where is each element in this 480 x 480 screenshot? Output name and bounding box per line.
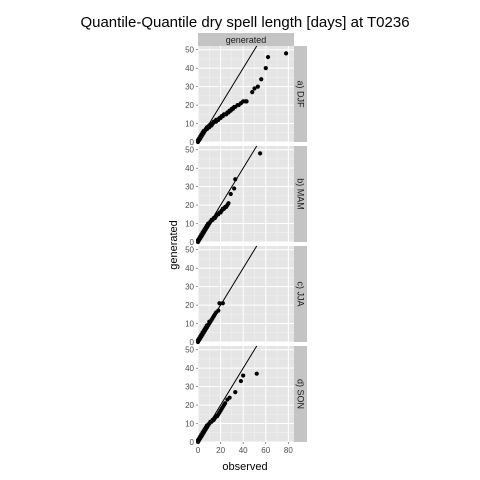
panel-background [198, 146, 294, 242]
y-tick-label: 40 [185, 64, 194, 73]
y-tick-label: 0 [190, 438, 195, 447]
data-point [252, 86, 257, 91]
panel-strip-label: a) DJF [296, 81, 306, 109]
x-tick-label: 80 [284, 446, 293, 455]
y-tick-label: 20 [185, 301, 194, 310]
chart-title: Quantile-Quantile dry spell length [days… [80, 14, 409, 31]
panel-4: 0 10 20 30 40 50 d) SON [185, 346, 307, 447]
data-point [216, 308, 221, 313]
data-point [232, 186, 237, 191]
data-point [244, 99, 249, 104]
y-axis-title: generated [168, 220, 180, 270]
y-tick-label: 30 [185, 183, 194, 192]
panel-2: 0 10 20 30 40 50 b) MAM [185, 146, 307, 247]
data-point [227, 395, 232, 400]
y-tick-label: 50 [185, 146, 194, 155]
y-tick-label: 10 [185, 220, 194, 229]
y-tick-label: 0 [190, 238, 195, 247]
x-tick-label: 0 [196, 446, 201, 455]
data-point [250, 90, 255, 95]
panel-strip [294, 46, 307, 142]
y-tick-label: 30 [185, 283, 194, 292]
panel-background [198, 46, 294, 142]
panel-strip [294, 346, 307, 442]
x-tick-label: 40 [239, 446, 248, 455]
panel-strip-label: c) JJA [296, 281, 306, 306]
y-tick-label: 40 [185, 164, 194, 173]
y-tick-label: 50 [185, 46, 194, 55]
panel-3: 0 10 20 30 40 50 c) JJA [185, 246, 307, 347]
data-point [226, 201, 231, 206]
data-point [228, 191, 233, 197]
y-tick-label: 40 [185, 264, 194, 273]
panel-strip [294, 146, 307, 242]
y-tick-label: 10 [185, 120, 194, 129]
x-axis-title: observed [222, 461, 267, 473]
panel-strip [294, 246, 307, 342]
data-point [238, 378, 244, 384]
y-tick-label: 30 [185, 383, 194, 392]
panel-strip-label: d) SON [296, 379, 306, 409]
y-tick-label: 10 [185, 420, 194, 429]
y-tick-label: 30 [185, 83, 194, 92]
panel-strip-label: b) MAM [296, 178, 306, 210]
x-tick-label: 60 [261, 446, 270, 455]
panel-background [198, 246, 294, 342]
data-point [263, 66, 268, 71]
y-tick-label: 50 [185, 246, 194, 255]
y-tick-label: 20 [185, 101, 194, 110]
data-point [254, 371, 259, 376]
y-tick-label: 0 [190, 138, 195, 147]
y-tick-label: 20 [185, 401, 194, 410]
data-point [223, 401, 228, 406]
data-point [265, 54, 271, 60]
y-tick-label: 10 [185, 320, 194, 329]
data-point [233, 390, 238, 395]
data-point [258, 151, 263, 156]
data-point [283, 51, 289, 56]
y-tick-label: 50 [185, 346, 194, 355]
y-tick-label: 40 [185, 364, 194, 373]
data-point [233, 177, 238, 182]
data-point [255, 84, 260, 89]
data-point [259, 77, 264, 82]
facet-panels: generated 0 10 20 30 40 50 a) DJF 0 10 20 30 40 50 b) … [185, 33, 307, 455]
panel-background [198, 346, 294, 442]
column-strip-label: generated [226, 35, 267, 45]
data-point [220, 301, 225, 306]
data-point [217, 301, 222, 306]
panel-1: 0 10 20 30 40 50 a) DJF [185, 46, 307, 147]
data-point [241, 373, 246, 378]
y-tick-label: 0 [190, 338, 195, 347]
column-strip [198, 33, 294, 46]
y-tick-label: 20 [185, 201, 194, 210]
x-tick-label: 20 [216, 446, 225, 455]
